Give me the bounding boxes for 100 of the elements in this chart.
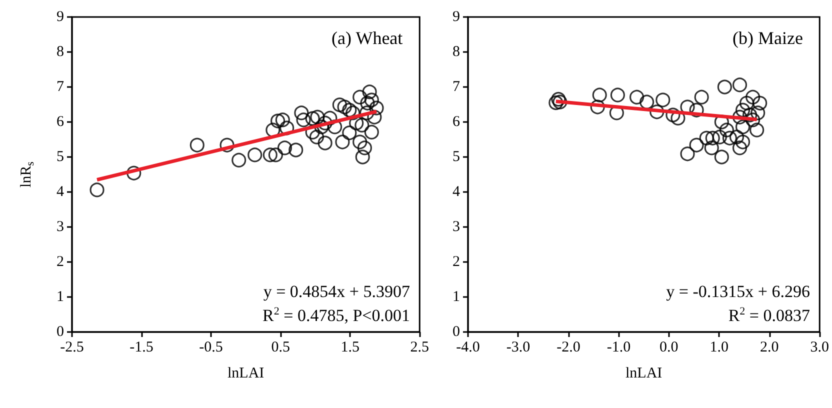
point: [640, 94, 654, 110]
point: [746, 112, 760, 128]
y-tick-label: 0: [56, 324, 64, 340]
y-tick-label: 0: [452, 324, 460, 340]
point: [262, 148, 278, 162]
point: [352, 90, 368, 104]
y-tick-label: 8: [452, 44, 460, 60]
y-tick-label: 8: [56, 44, 64, 60]
x-tick-label: -4.0: [456, 340, 480, 356]
x-tick-label: 2.5: [410, 340, 429, 356]
y-tick-label: 4: [56, 184, 64, 200]
y-tick-label: 3: [56, 219, 64, 235]
point: [342, 102, 357, 118]
point: [722, 130, 738, 146]
y-tick-label: 1: [56, 289, 64, 305]
point: [220, 138, 234, 152]
point: [735, 134, 750, 150]
point: [305, 111, 320, 126]
y-tick-label: 9: [56, 9, 64, 25]
point: [342, 126, 357, 140]
point: [322, 110, 338, 126]
point: [280, 120, 294, 136]
y-tick-label: 3: [452, 219, 460, 235]
point: [355, 150, 370, 164]
point: [551, 92, 566, 107]
y-tick-label: 7: [452, 79, 460, 95]
point: [318, 136, 332, 150]
point: [190, 138, 204, 152]
point: [650, 104, 664, 120]
point: [704, 140, 719, 156]
point: [719, 122, 734, 138]
y-tick-label: 9: [452, 9, 460, 25]
annotation: y = -0.1315x + 6.296: [666, 282, 810, 301]
point: [309, 130, 324, 144]
point: [296, 112, 311, 128]
x-tick-label: -1.0: [606, 340, 631, 356]
y-tick-label: 6: [56, 114, 64, 130]
point: [275, 112, 290, 128]
point: [742, 108, 758, 122]
y-tick-label: 4: [452, 184, 460, 200]
point: [360, 96, 375, 110]
point: [310, 110, 325, 124]
point: [729, 130, 744, 144]
point: [656, 92, 670, 108]
point: [277, 140, 292, 156]
text: (a) Wheat: [332, 28, 403, 48]
point: [268, 148, 284, 162]
point: [364, 92, 379, 108]
point: [337, 100, 352, 114]
point: [732, 140, 748, 156]
annotation: y = 0.4854x + 5.3907: [263, 282, 410, 301]
point: [680, 146, 695, 162]
x-tick-label: -2.0: [556, 340, 580, 356]
x-axis-title: lnLAI: [625, 366, 662, 382]
point: [732, 78, 748, 92]
point: [746, 90, 760, 104]
point: [126, 166, 142, 180]
point: [735, 120, 750, 134]
x-tick-label: -2.5: [60, 340, 84, 356]
point: [288, 142, 304, 158]
point: [752, 96, 768, 110]
y-tick-label: 1: [452, 289, 460, 305]
point: [740, 96, 754, 110]
point: [360, 106, 374, 120]
point: [362, 84, 377, 100]
point: [629, 90, 644, 104]
point: [294, 106, 309, 120]
x-tick-label: -3.0: [506, 340, 530, 356]
x-axis-title: lnLAI: [227, 366, 264, 382]
point: [750, 122, 764, 138]
point: [305, 124, 320, 140]
point: [732, 110, 748, 124]
point: [90, 182, 104, 198]
point: [714, 150, 729, 164]
y-axis-title: lnRs: [18, 162, 36, 188]
x-tick-label: 0.5: [271, 340, 290, 356]
y-tick-label: 2: [452, 254, 460, 270]
point: [232, 152, 246, 168]
point: [712, 130, 727, 144]
point: [666, 108, 680, 122]
point: [332, 98, 347, 112]
point: [610, 88, 625, 102]
point: [735, 102, 750, 118]
point: [364, 124, 379, 140]
y-tick-label: 7: [56, 79, 64, 95]
point: [689, 102, 704, 118]
x-tick-label: 1.0: [710, 340, 729, 356]
point: [314, 120, 329, 134]
point: [552, 94, 568, 110]
point: [699, 130, 714, 146]
point: [352, 134, 368, 150]
point: [369, 100, 384, 116]
point: [590, 100, 605, 114]
point: [328, 120, 342, 134]
y-tick-label: 2: [56, 254, 64, 270]
y-tick-label: 5: [56, 149, 64, 165]
x-tick-label: 0.0: [660, 340, 678, 356]
point: [318, 116, 332, 130]
point: [750, 106, 766, 120]
point: [270, 114, 286, 128]
